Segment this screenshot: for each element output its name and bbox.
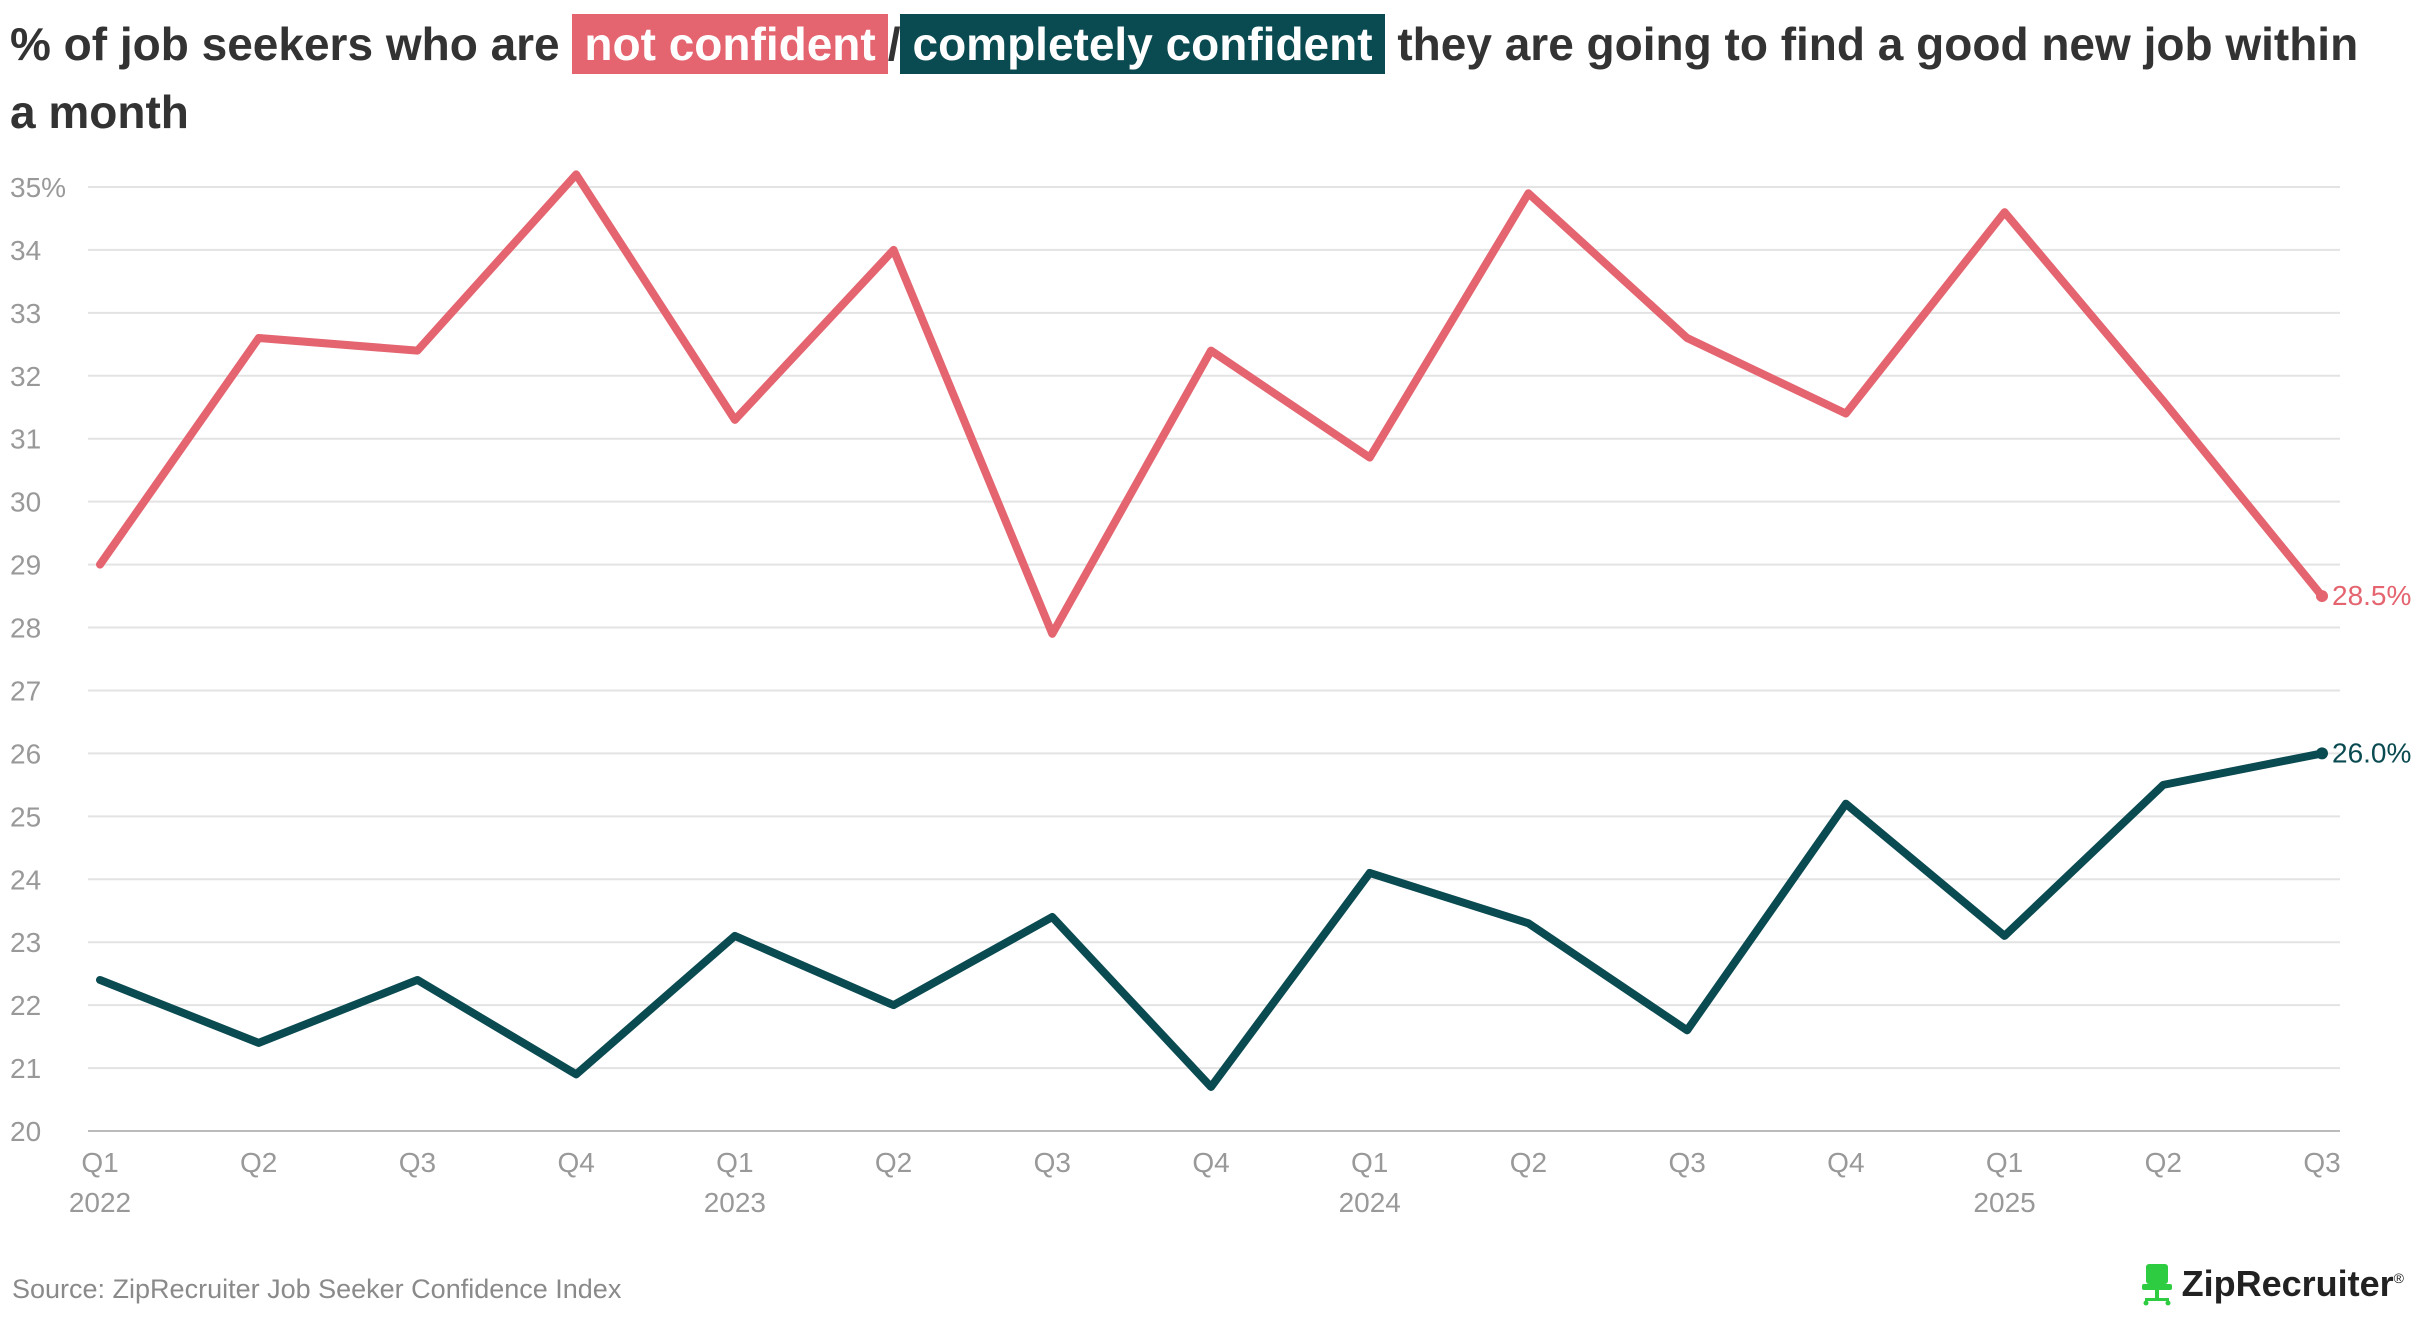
y-tick-label: 35% <box>10 172 66 203</box>
title-highlight-not-confident: not confident <box>572 14 888 74</box>
logo-wordmark: ZipRecruiter <box>2181 1263 2394 1304</box>
title-highlight-completely-confident: completely confident <box>900 14 1385 74</box>
logo-text: ZipRecruiter® <box>2182 1263 2404 1305</box>
x-tick-label: Q2 <box>1510 1147 1547 1178</box>
chair-icon <box>2141 1264 2172 1306</box>
y-tick-label: 31 <box>10 424 41 455</box>
x-tick-label: Q1 <box>1351 1147 1388 1178</box>
y-tick-label: 24 <box>10 864 41 895</box>
y-tick-label: 23 <box>10 927 41 958</box>
y-tick-label: 26 <box>10 738 41 769</box>
title-suffix: they are going to find a good new job wi… <box>10 18 2359 138</box>
x-tick-label: Q4 <box>1827 1147 1864 1178</box>
x-tick-label: Q3 <box>1668 1147 1705 1178</box>
series-line-completely-confident <box>96 749 2326 1091</box>
x-tick-label: Q1 <box>81 1147 118 1178</box>
x-tick-label: Q2 <box>875 1147 912 1178</box>
y-tick-label: 33 <box>10 298 41 329</box>
x-tick-label: Q1 <box>716 1147 753 1178</box>
end-value-label-not-confident: 28.5% <box>2332 580 2411 611</box>
y-tick-label: 29 <box>10 550 41 581</box>
x-tick-label: Q3 <box>1034 1147 1071 1178</box>
x-tick-label: Q3 <box>399 1147 436 1178</box>
title-prefix: % of job seekers who are <box>10 18 573 70</box>
ziprecruiter-logo: ZipRecruiter® <box>2140 1262 2404 1306</box>
x-tick-year-label: 2022 <box>69 1187 131 1218</box>
x-tick-label: Q1 <box>1986 1147 2023 1178</box>
x-tick-label: Q4 <box>557 1147 594 1178</box>
y-tick-label: 25 <box>10 801 41 832</box>
x-tick-label: Q2 <box>240 1147 277 1178</box>
series-end-point-not-confident <box>2316 590 2328 603</box>
series-end-point-completely-confident <box>2316 747 2328 760</box>
end-value-label-completely-confident: 26.0% <box>2332 737 2411 768</box>
title-separator: / <box>887 18 901 70</box>
x-tick-label: Q3 <box>2303 1147 2340 1178</box>
x-tick-year-label: 2024 <box>1339 1187 1401 1218</box>
y-tick-label: 34 <box>10 235 41 266</box>
x-tick-year-label: 2025 <box>1973 1187 2035 1218</box>
y-tick-label: 30 <box>10 487 41 518</box>
y-tick-label: 21 <box>10 1053 41 1084</box>
y-tick-label: 28 <box>10 613 41 644</box>
x-tick-label: Q4 <box>1192 1147 1229 1178</box>
chart-title: % of job seekers who are not confident / c… <box>10 10 2390 146</box>
registered-mark: ® <box>2393 1270 2404 1286</box>
source-note: Source: ZipRecruiter Job Seeker Confiden… <box>12 1274 622 1304</box>
y-tick-label: 27 <box>10 675 41 706</box>
y-tick-label: 22 <box>10 990 41 1021</box>
y-tick-label: 20 <box>10 1116 41 1147</box>
x-tick-year-label: 2023 <box>704 1187 766 1218</box>
series-line-not-confident <box>96 170 2326 638</box>
y-tick-label: 32 <box>10 361 41 392</box>
x-tick-label: Q2 <box>2145 1147 2182 1178</box>
